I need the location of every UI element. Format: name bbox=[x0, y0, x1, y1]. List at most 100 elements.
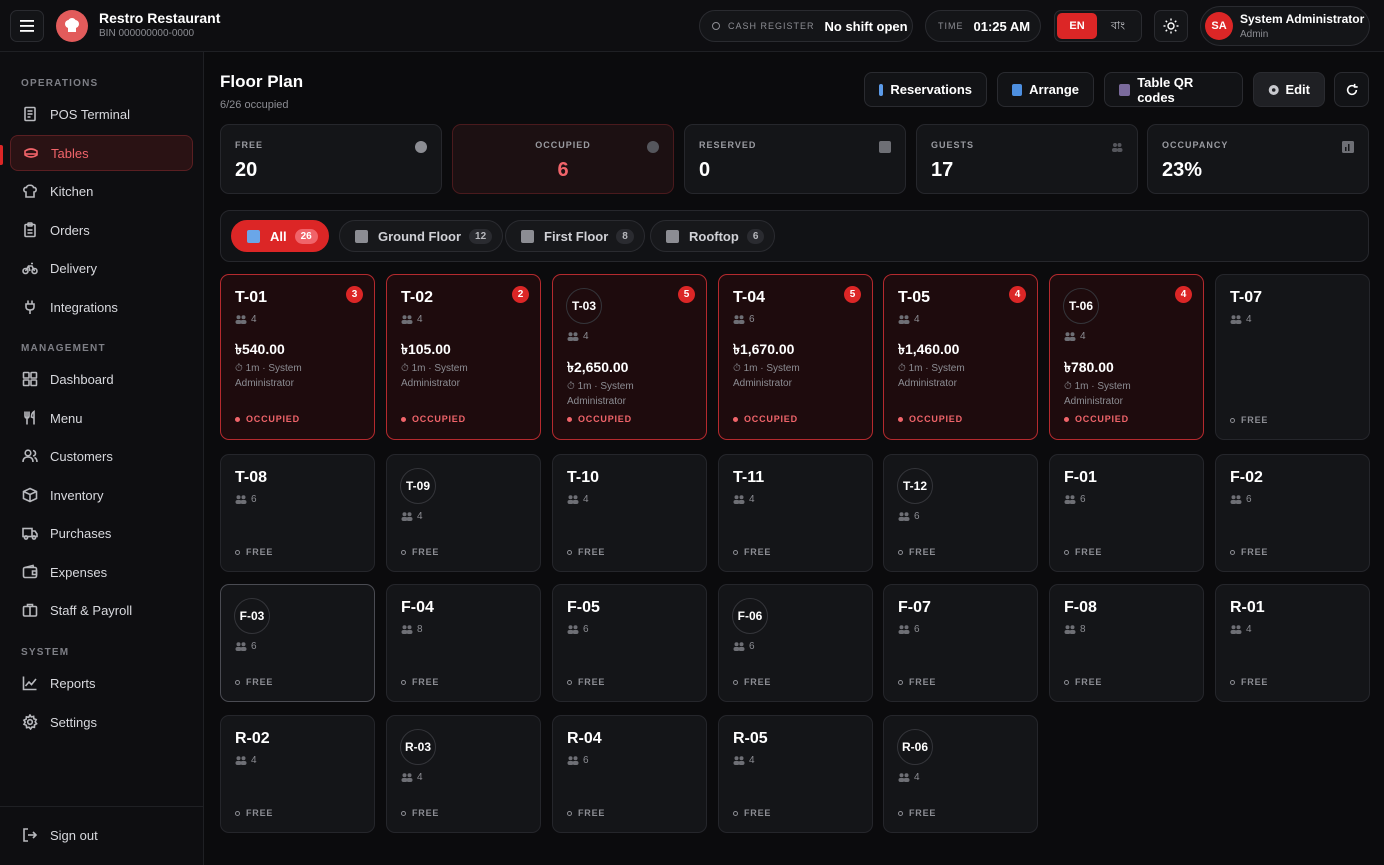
filter-first-floor[interactable]: First Floor 8 bbox=[505, 220, 645, 252]
circle-icon bbox=[415, 141, 427, 153]
table-card-r-06[interactable]: R-06 4 FREE bbox=[883, 715, 1038, 833]
table-name: R-01 bbox=[1230, 599, 1265, 616]
table-name: T-03 bbox=[566, 288, 602, 324]
order-count-badge: 3 bbox=[346, 286, 363, 303]
stat-value: 20 bbox=[235, 159, 258, 181]
table-card-f-06[interactable]: F-06 6 FREE bbox=[718, 584, 873, 702]
filter-all[interactable]: All 26 bbox=[231, 220, 329, 252]
reservations-button[interactable]: Reservations bbox=[864, 72, 987, 107]
sidebar-item-inventory[interactable]: Inventory bbox=[10, 477, 193, 513]
sidebar-item-dashboard[interactable]: Dashboard bbox=[10, 361, 193, 397]
table-card-f-01[interactable]: F-01 6 FREE bbox=[1049, 454, 1204, 572]
status-dot-icon bbox=[1064, 549, 1069, 555]
table-card-t-04[interactable]: T-04 6 5 ৳1,670.00 ⏱ 1m · System Administrat… bbox=[718, 274, 873, 440]
table-card-t-07[interactable]: T-07 4 FREE bbox=[1215, 274, 1370, 440]
table-status: OCCUPIED bbox=[401, 414, 466, 424]
floor-icon bbox=[355, 229, 368, 243]
status-text: FREE bbox=[744, 808, 772, 818]
status-text: FREE bbox=[246, 677, 274, 687]
table-amount: ৳1,670.00 bbox=[733, 341, 795, 357]
seats-icon bbox=[567, 756, 579, 765]
section-operations: OPERATIONS bbox=[21, 78, 99, 89]
table-name: F-01 bbox=[1064, 469, 1097, 486]
table-status: FREE bbox=[733, 677, 771, 687]
table-status: FREE bbox=[567, 547, 605, 557]
table-status: FREE bbox=[733, 808, 771, 818]
arrange-button[interactable]: Arrange bbox=[997, 72, 1094, 107]
cash-register-value: No shift open bbox=[824, 18, 908, 34]
table-card-r-03[interactable]: R-03 4 FREE bbox=[386, 715, 541, 833]
table-card-t-12[interactable]: T-12 6 FREE bbox=[883, 454, 1038, 572]
menu-toggle-button[interactable] bbox=[10, 10, 44, 42]
sidebar-item-label: Tables bbox=[51, 145, 89, 161]
sidebar-item-expenses[interactable]: Expenses bbox=[10, 554, 193, 590]
theme-toggle-button[interactable] bbox=[1154, 10, 1188, 42]
table-seats: 4 bbox=[235, 755, 257, 766]
status-text: FREE bbox=[412, 677, 440, 687]
table-card-r-02[interactable]: R-02 4 FREE bbox=[220, 715, 375, 833]
stat-label: GUESTS bbox=[931, 140, 975, 150]
table-card-f-07[interactable]: F-07 6 FREE bbox=[883, 584, 1038, 702]
sidebar-item-tables[interactable]: Tables bbox=[10, 135, 193, 171]
table-card-t-03[interactable]: T-03 4 5 ৳2,650.00 ⏱ 1m · System Administrat… bbox=[552, 274, 707, 440]
hamburger-icon bbox=[20, 20, 34, 32]
seat-count: 6 bbox=[749, 314, 755, 325]
filter-ground-floor[interactable]: Ground Floor 12 bbox=[339, 220, 504, 252]
user-menu[interactable]: SA System Administrator Admin bbox=[1200, 6, 1370, 46]
dashboard-icon bbox=[22, 371, 38, 387]
table-status: FREE bbox=[898, 808, 936, 818]
table-seats: 4 bbox=[401, 511, 423, 522]
table-card-r-04[interactable]: R-04 6 FREE bbox=[552, 715, 707, 833]
order-count-badge: 2 bbox=[512, 286, 529, 303]
table-card-f-02[interactable]: F-02 6 FREE bbox=[1215, 454, 1370, 572]
sidebar-item-customers[interactable]: Customers bbox=[10, 438, 193, 474]
sidebar-item-kitchen[interactable]: Kitchen bbox=[10, 173, 193, 209]
table-qr-codes-button[interactable]: Table QR codes bbox=[1104, 72, 1243, 107]
sidebar-item-settings[interactable]: Settings bbox=[10, 704, 193, 740]
table-card-f-04[interactable]: F-04 8 FREE bbox=[386, 584, 541, 702]
table-card-t-10[interactable]: T-10 4 FREE bbox=[552, 454, 707, 572]
sidebar-item-label: Expenses bbox=[50, 564, 108, 580]
seat-count: 6 bbox=[914, 624, 920, 635]
table-card-t-08[interactable]: T-08 6 FREE bbox=[220, 454, 375, 572]
sidebar-item-integrations[interactable]: Integrations bbox=[10, 289, 193, 325]
sidebar-item-label: Kitchen bbox=[50, 183, 94, 199]
stat-occupancy: OCCUPANCY 23% bbox=[1147, 124, 1369, 194]
table-card-f-03[interactable]: F-03 6 FREE bbox=[220, 584, 375, 702]
table-card-t-01[interactable]: T-01 4 3 ৳540.00 ⏱ 1m · System Administrator… bbox=[220, 274, 375, 440]
table-card-f-08[interactable]: F-08 8 FREE bbox=[1049, 584, 1204, 702]
table-card-t-05[interactable]: T-05 4 4 ৳1,460.00 ⏱ 1m · System Administrat… bbox=[883, 274, 1038, 440]
sidebar-item-menu[interactable]: Menu bbox=[10, 400, 193, 436]
gear-icon bbox=[22, 714, 38, 730]
reservations-label: Reservations bbox=[890, 82, 972, 97]
table-card-r-05[interactable]: R-05 4 FREE bbox=[718, 715, 873, 833]
table-card-t-02[interactable]: T-02 4 2 ৳105.00 ⏱ 1m · System Administrator… bbox=[386, 274, 541, 440]
table-card-f-05[interactable]: F-05 6 FREE bbox=[552, 584, 707, 702]
sidebar-item-reports[interactable]: Reports bbox=[10, 665, 193, 701]
sidebar-item-delivery[interactable]: Delivery bbox=[10, 250, 193, 286]
seats-icon bbox=[567, 625, 579, 634]
edit-button[interactable]: Edit bbox=[1253, 72, 1325, 107]
sign-out-label: Sign out bbox=[50, 827, 98, 843]
refresh-button[interactable] bbox=[1334, 72, 1369, 107]
seats-icon bbox=[1064, 332, 1076, 341]
sign-out-button[interactable]: Sign out bbox=[10, 817, 193, 853]
table-status: FREE bbox=[235, 547, 273, 557]
table-card-t-09[interactable]: T-09 4 FREE bbox=[386, 454, 541, 572]
sidebar-item-staff-payroll[interactable]: Staff & Payroll bbox=[10, 592, 193, 628]
section-system: SYSTEM bbox=[21, 647, 70, 658]
table-card-t-11[interactable]: T-11 4 FREE bbox=[718, 454, 873, 572]
lang-en-button[interactable]: EN bbox=[1057, 13, 1097, 39]
sidebar-item-pos-terminal[interactable]: POS Terminal bbox=[10, 96, 193, 132]
table-meta: ⏱ 1m · System Administrator bbox=[567, 381, 634, 407]
table-card-t-06[interactable]: T-06 4 4 ৳780.00 ⏱ 1m · System Administrator… bbox=[1049, 274, 1204, 440]
lang-bn-button[interactable]: বাং bbox=[1110, 19, 1126, 32]
table-status: OCCUPIED bbox=[567, 414, 632, 424]
sidebar-item-orders[interactable]: Orders bbox=[10, 212, 193, 248]
table-card-r-01[interactable]: R-01 4 FREE bbox=[1215, 584, 1370, 702]
filter-rooftop[interactable]: Rooftop 6 bbox=[650, 220, 776, 252]
cash-register-status[interactable]: CASH REGISTER No shift open bbox=[699, 10, 913, 42]
status-dot-icon bbox=[733, 810, 738, 816]
table-amount: ৳2,650.00 bbox=[567, 359, 629, 375]
sidebar-item-purchases[interactable]: Purchases bbox=[10, 515, 193, 551]
